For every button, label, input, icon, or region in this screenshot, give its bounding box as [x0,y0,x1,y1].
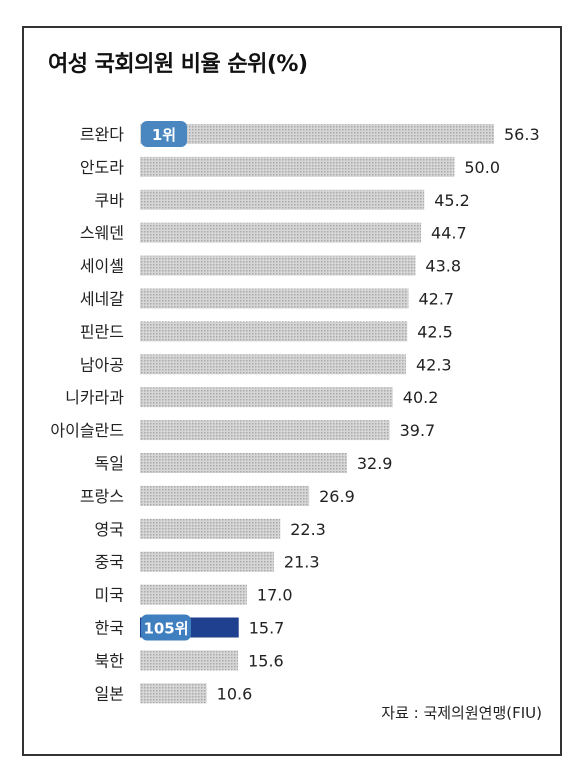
category-label: 독일 [95,454,124,473]
value-label: 40.2 [403,388,439,407]
value-label: 44.7 [431,224,467,243]
bar [140,486,309,506]
value-label: 45.2 [434,191,470,210]
bar [140,223,421,243]
value-label: 15.6 [248,651,284,670]
value-label: 10.6 [217,684,253,703]
value-label: 26.9 [319,487,355,506]
category-label: 중국 [95,553,124,572]
bar [140,157,454,177]
category-label: 핀란드 [80,322,124,341]
category-label: 세이셸 [80,257,124,276]
bar [140,387,393,407]
category-label: 프랑스 [80,487,124,506]
source-note: 자료 : 국제의원연맹(FIU) [381,702,542,723]
bar [140,585,247,605]
category-label: 남아공 [80,355,124,374]
category-label: 세네갈 [80,290,124,309]
value-label: 56.3 [504,125,540,144]
value-label: 22.3 [290,520,326,539]
category-label: 니카라과 [65,388,124,407]
value-label: 42.7 [418,290,454,309]
value-label: 32.9 [357,454,393,473]
bar [140,354,406,374]
value-label: 42.5 [417,322,453,341]
value-label: 50.0 [464,158,500,177]
bar [140,124,494,144]
category-label: 일본 [95,684,124,703]
value-label: 39.7 [400,421,436,440]
bar [140,453,347,473]
value-label: 17.0 [257,586,293,605]
category-label: 아이슬란드 [50,421,124,440]
category-label: 안도라 [80,158,124,177]
category-label: 한국 [95,619,124,638]
rank-badge-label: 1위 [152,126,176,144]
category-label: 북한 [95,651,125,670]
category-label: 영국 [95,520,124,539]
category-label: 르완다 [80,125,124,144]
bar [140,321,407,341]
bar [140,552,274,572]
value-label: 15.7 [249,619,285,638]
bar [140,650,238,670]
bar [140,256,415,276]
category-label: 스웨덴 [80,224,124,243]
bar [140,190,424,210]
bar [140,289,408,309]
rank-badge-label: 105위 [143,620,188,638]
bar [140,683,207,703]
category-label: 미국 [95,586,124,605]
value-label: 43.8 [425,257,461,276]
value-label: 21.3 [284,553,320,572]
bar [140,420,390,440]
value-label: 42.3 [416,355,452,374]
category-label: 쿠바 [95,191,125,210]
bar [140,519,280,539]
